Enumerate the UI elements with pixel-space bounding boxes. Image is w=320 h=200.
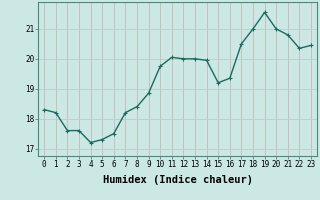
X-axis label: Humidex (Indice chaleur): Humidex (Indice chaleur) bbox=[103, 175, 252, 185]
